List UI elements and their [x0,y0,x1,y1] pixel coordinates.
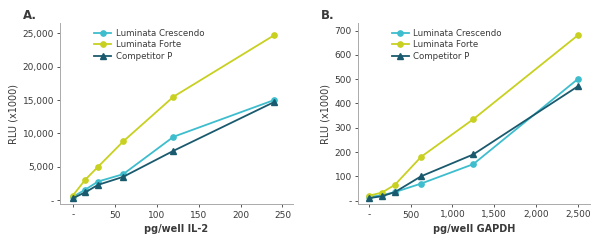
Luminata Crescendo [418,182,425,185]
Competitor P [365,197,373,200]
Luminata Crescendo [82,188,89,191]
Luminata Crescendo [574,78,581,81]
Luminata Crescendo [94,180,101,183]
Text: A.: A. [23,9,37,22]
Luminata Forte [418,155,425,158]
Legend: Luminata Crescendo, Luminata Forte, Competitor P: Luminata Crescendo, Luminata Forte, Comp… [92,28,206,62]
Luminata Forte [365,194,373,197]
Competitor P [82,191,89,194]
Luminata Forte [391,183,398,186]
Line: Luminata Crescendo: Luminata Crescendo [70,98,277,200]
Luminata Crescendo [470,163,477,166]
Competitor P [470,153,477,156]
Luminata Crescendo [378,194,385,197]
Luminata Forte [94,165,101,168]
Competitor P [119,175,127,178]
Luminata Forte [378,191,385,194]
Luminata Forte [470,118,477,121]
Line: Competitor P: Competitor P [70,99,277,201]
Line: Competitor P: Competitor P [366,84,580,201]
Luminata Forte [170,95,177,98]
Luminata Crescendo [69,196,76,198]
Competitor P [418,175,425,178]
Luminata Crescendo [391,191,398,194]
Line: Luminata Crescendo: Luminata Crescendo [366,76,580,200]
X-axis label: pg/well GAPDH: pg/well GAPDH [433,224,515,234]
Competitor P [391,191,398,194]
Line: Luminata Forte: Luminata Forte [366,33,580,198]
Competitor P [271,101,278,104]
Competitor P [69,197,76,200]
Luminata Crescendo [365,196,373,198]
Y-axis label: RLU (x1000): RLU (x1000) [8,84,19,144]
Luminata Forte [82,178,89,181]
Luminata Forte [119,140,127,143]
Legend: Luminata Crescendo, Luminata Forte, Competitor P: Luminata Crescendo, Luminata Forte, Comp… [390,28,503,62]
Luminata Crescendo [271,98,278,101]
Luminata Forte [271,34,278,37]
Luminata Forte [574,34,581,37]
Text: B.: B. [321,9,334,22]
Competitor P [378,195,385,198]
Luminata Crescendo [119,173,127,176]
Luminata Crescendo [170,135,177,138]
Competitor P [574,85,581,88]
Competitor P [170,149,177,152]
Line: Luminata Forte: Luminata Forte [70,33,277,198]
X-axis label: pg/well IL-2: pg/well IL-2 [145,224,208,234]
Competitor P [94,183,101,186]
Luminata Forte [69,194,76,197]
Y-axis label: RLU (x1000): RLU (x1000) [320,84,331,144]
